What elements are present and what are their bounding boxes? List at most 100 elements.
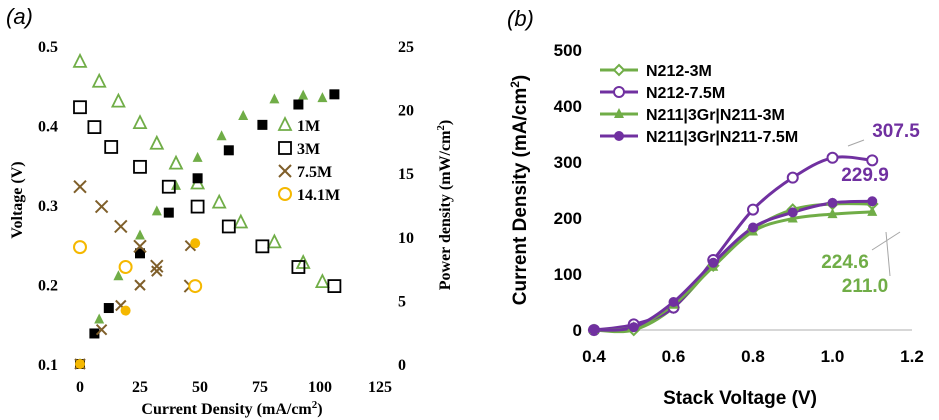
annotation-leader [848,140,864,146]
data-point [708,258,718,268]
data-point [629,322,639,332]
voltage-point [112,95,124,107]
voltage-point [115,220,127,232]
voltage-point [316,275,328,287]
panel-a-ytick: 0.3 [38,198,58,215]
panel-a-xtick: 50 [192,379,208,396]
annotation-label: 211.0 [842,276,889,297]
legend-label: N211|3Gr|N211-3M [646,107,785,124]
voltage-point [170,157,182,169]
voltage-point [151,137,163,149]
panel-a-ytick: 0.4 [38,119,58,136]
voltage-point [189,280,201,292]
power-point [193,173,203,183]
legend-label: N212-7.5M [646,85,725,102]
power-point [238,110,248,120]
legend-label: 3M [297,141,320,158]
power-point [94,313,104,323]
power-point [257,120,267,130]
panel-b-ytick: 500 [554,41,582,60]
legend-label: 14.1M [297,187,340,204]
panel-a-plot: 0 25 50 75 100 125 0.1 0.2 0.3 0.4 0.5 0 5 10 15 20 25 1M… [38,39,414,396]
voltage-point [268,235,280,247]
data-point [748,223,758,233]
legend-marker [614,131,624,141]
panel-a-label: (a) [6,4,33,29]
panel-a-y2tick: 10 [398,230,414,247]
panel-a-ytick: 0.2 [38,278,58,295]
panel-b-ytick: 100 [554,265,582,284]
power-point [224,145,234,155]
power-point [135,280,145,290]
legend-marker [279,142,291,154]
data-point [867,155,877,165]
voltage-point [74,241,86,253]
annotation-label: 307.5 [872,121,920,142]
power-point [75,359,85,369]
panel-b-xtick: 0.4 [582,347,606,366]
voltage-point [297,256,309,268]
legend-marker [279,165,291,177]
data-point [669,297,679,307]
panel-a-xlabel: Current Density (mA/cm2) [141,399,322,418]
panel-a-xtick: 0 [76,379,84,396]
power-point [317,92,327,102]
data-point [867,196,877,206]
legend-marker [279,188,291,200]
power-point [135,230,145,240]
power-point [217,130,227,140]
voltage-point [235,215,247,227]
voltage-point [213,196,225,208]
data-point [828,198,838,208]
legend-marker [279,118,291,130]
panel-a-xtick: 25 [132,379,148,396]
legend-label: N211|3Gr|N211-7.5M [646,129,798,146]
voltage-point [96,201,108,213]
panel-a-ytick: 0.1 [38,357,58,374]
voltage-point [192,201,204,213]
power-point [121,306,131,316]
power-point [269,93,279,103]
panel-a-y2label: Power density (mW/cm2) [435,120,454,291]
voltage-point [120,261,132,273]
annotation-label: 224.6 [821,252,869,273]
power-point [298,90,308,100]
panel-b-label: (b) [507,6,534,31]
voltage-point [88,121,100,133]
voltage-point [93,75,105,87]
panel-a-xtick: 75 [252,379,268,396]
panel-b-ytick: 400 [554,97,582,116]
panel-a-xtick: 100 [308,379,332,396]
panel-b-xlabel: Stack Voltage (V) [663,388,817,409]
data-point [788,173,798,183]
voltage-point [328,280,340,292]
power-point [152,205,162,215]
power-point [104,303,114,313]
panel-b-xtick: 0.6 [662,347,686,366]
power-point [152,266,162,276]
voltage-point [134,116,146,128]
legend-marker [614,65,624,75]
power-point [190,238,200,248]
power-point [164,208,174,218]
panel-b-xtick: 1.0 [821,347,845,366]
panel-b-xtick: 1.2 [900,347,924,366]
panel-b-xtick: 0.8 [741,347,765,366]
legend-marker [614,87,624,97]
panel-b-ylabel: Current Density (mA/cm2) [508,75,531,306]
panel-b-ytick: 300 [554,153,582,172]
annotation-label: 229.9 [841,165,889,186]
data-point [788,207,798,217]
power-point [193,152,203,162]
voltage-point [74,181,86,193]
power-point [293,100,303,110]
panel-a-y2tick: 25 [398,39,414,56]
legend-label: N212-3M [646,63,712,80]
voltage-point [223,220,235,232]
panel-b-ytick: 0 [573,321,582,340]
voltage-point [74,55,86,67]
panel-a-y2tick: 5 [398,293,406,310]
voltage-point [74,101,86,113]
panel-a-xtick: 125 [368,379,392,396]
